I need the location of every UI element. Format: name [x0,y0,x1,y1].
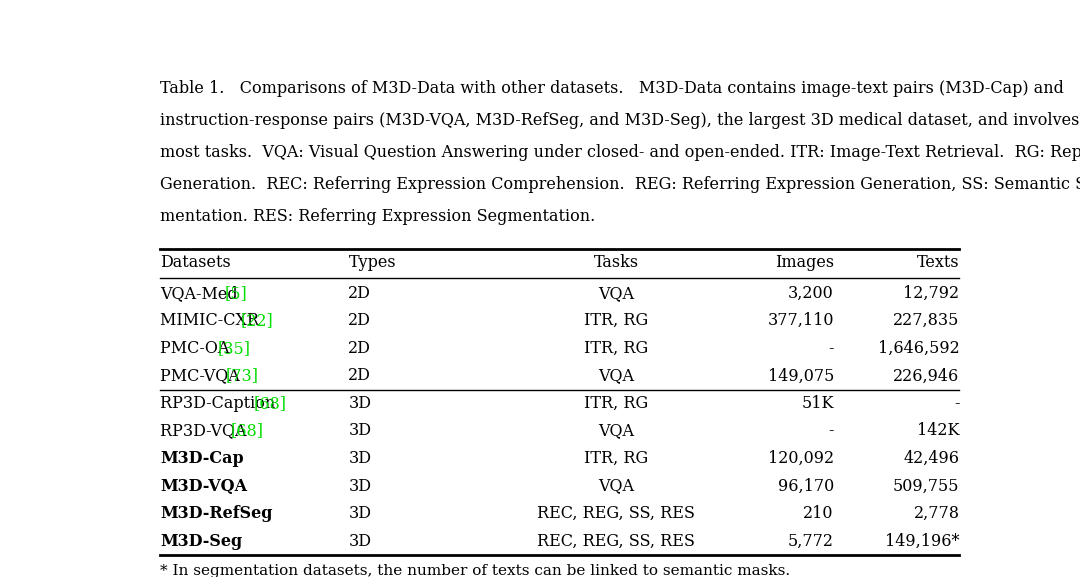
Text: 2D: 2D [349,340,372,357]
Text: Datasets: Datasets [160,254,231,271]
Text: 142K: 142K [917,422,959,440]
Text: 149,196*: 149,196* [885,533,959,550]
Text: [68]: [68] [254,395,286,412]
Text: [22]: [22] [241,312,273,329]
Text: -: - [954,395,959,412]
Text: VQA: VQA [598,478,634,494]
Text: 5,772: 5,772 [788,533,834,550]
Text: 1,646,592: 1,646,592 [878,340,959,357]
Text: VQA: VQA [598,368,634,384]
Text: M3D-Seg: M3D-Seg [160,533,242,550]
Text: [5]: [5] [225,284,247,302]
Text: [73]: [73] [226,368,259,384]
Text: MIMIC-CXR: MIMIC-CXR [160,312,265,329]
Text: 2D: 2D [349,284,372,302]
Text: Images: Images [774,254,834,271]
Text: M3D-Cap: M3D-Cap [160,450,244,467]
Text: 3,200: 3,200 [788,284,834,302]
Text: VQA-Med: VQA-Med [160,284,243,302]
Text: * In segmentation datasets, the number of texts can be linked to semantic masks.: * In segmentation datasets, the number o… [160,564,791,577]
Text: 3D: 3D [349,422,372,440]
Text: 210: 210 [804,505,834,522]
Text: REC, REG, SS, RES: REC, REG, SS, RES [538,533,696,550]
Text: most tasks.  VQA: Visual Question Answering under closed- and open-ended. ITR: I: most tasks. VQA: Visual Question Answeri… [160,144,1080,162]
Text: M3D-VQA: M3D-VQA [160,478,247,494]
Text: Tasks: Tasks [594,254,639,271]
Text: 149,075: 149,075 [768,368,834,384]
Text: M3D-RefSeg: M3D-RefSeg [160,505,272,522]
Text: 96,170: 96,170 [778,478,834,494]
Text: 12,792: 12,792 [903,284,959,302]
Text: PMC-VQA: PMC-VQA [160,368,245,384]
Text: ITR, RG: ITR, RG [584,340,648,357]
Text: -: - [828,422,834,440]
Text: 509,755: 509,755 [893,478,959,494]
Text: ITR, RG: ITR, RG [584,450,648,467]
Text: instruction-response pairs (M3D-VQA, M3D-RefSeg, and M3D-Seg), the largest 3D me: instruction-response pairs (M3D-VQA, M3D… [160,113,1080,129]
Text: ITR, RG: ITR, RG [584,312,648,329]
Text: mentation. RES: Referring Expression Segmentation.: mentation. RES: Referring Expression Seg… [160,208,595,225]
Text: 3D: 3D [349,478,372,494]
Text: 42,496: 42,496 [904,450,959,467]
Text: 51K: 51K [801,395,834,412]
Text: 3D: 3D [349,450,372,467]
Text: RP3D-VQA: RP3D-VQA [160,422,252,440]
Text: VQA: VQA [598,284,634,302]
Text: -: - [828,340,834,357]
Text: 2,778: 2,778 [914,505,959,522]
Text: Texts: Texts [917,254,959,271]
Text: 120,092: 120,092 [768,450,834,467]
Text: 377,110: 377,110 [768,312,834,329]
Text: [35]: [35] [218,340,251,357]
Text: 3D: 3D [349,505,372,522]
Text: PMC-OA: PMC-OA [160,340,234,357]
Text: REC, REG, SS, RES: REC, REG, SS, RES [538,505,696,522]
Text: VQA: VQA [598,422,634,440]
Text: 226,946: 226,946 [893,368,959,384]
Text: 3D: 3D [349,533,372,550]
Text: 227,835: 227,835 [893,312,959,329]
Text: 2D: 2D [349,312,372,329]
Text: RP3D-Caption: RP3D-Caption [160,395,281,412]
Text: [68]: [68] [231,422,265,440]
Text: ITR, RG: ITR, RG [584,395,648,412]
Text: 3D: 3D [349,395,372,412]
Text: Types: Types [349,254,396,271]
Text: 2D: 2D [349,368,372,384]
Text: Table 1.   Comparisons of M3D-Data with other datasets.   M3D-Data contains imag: Table 1. Comparisons of M3D-Data with ot… [160,80,1064,98]
Text: Generation.  REC: Referring Expression Comprehension.  REG: Referring Expression: Generation. REC: Referring Expression Co… [160,177,1080,193]
